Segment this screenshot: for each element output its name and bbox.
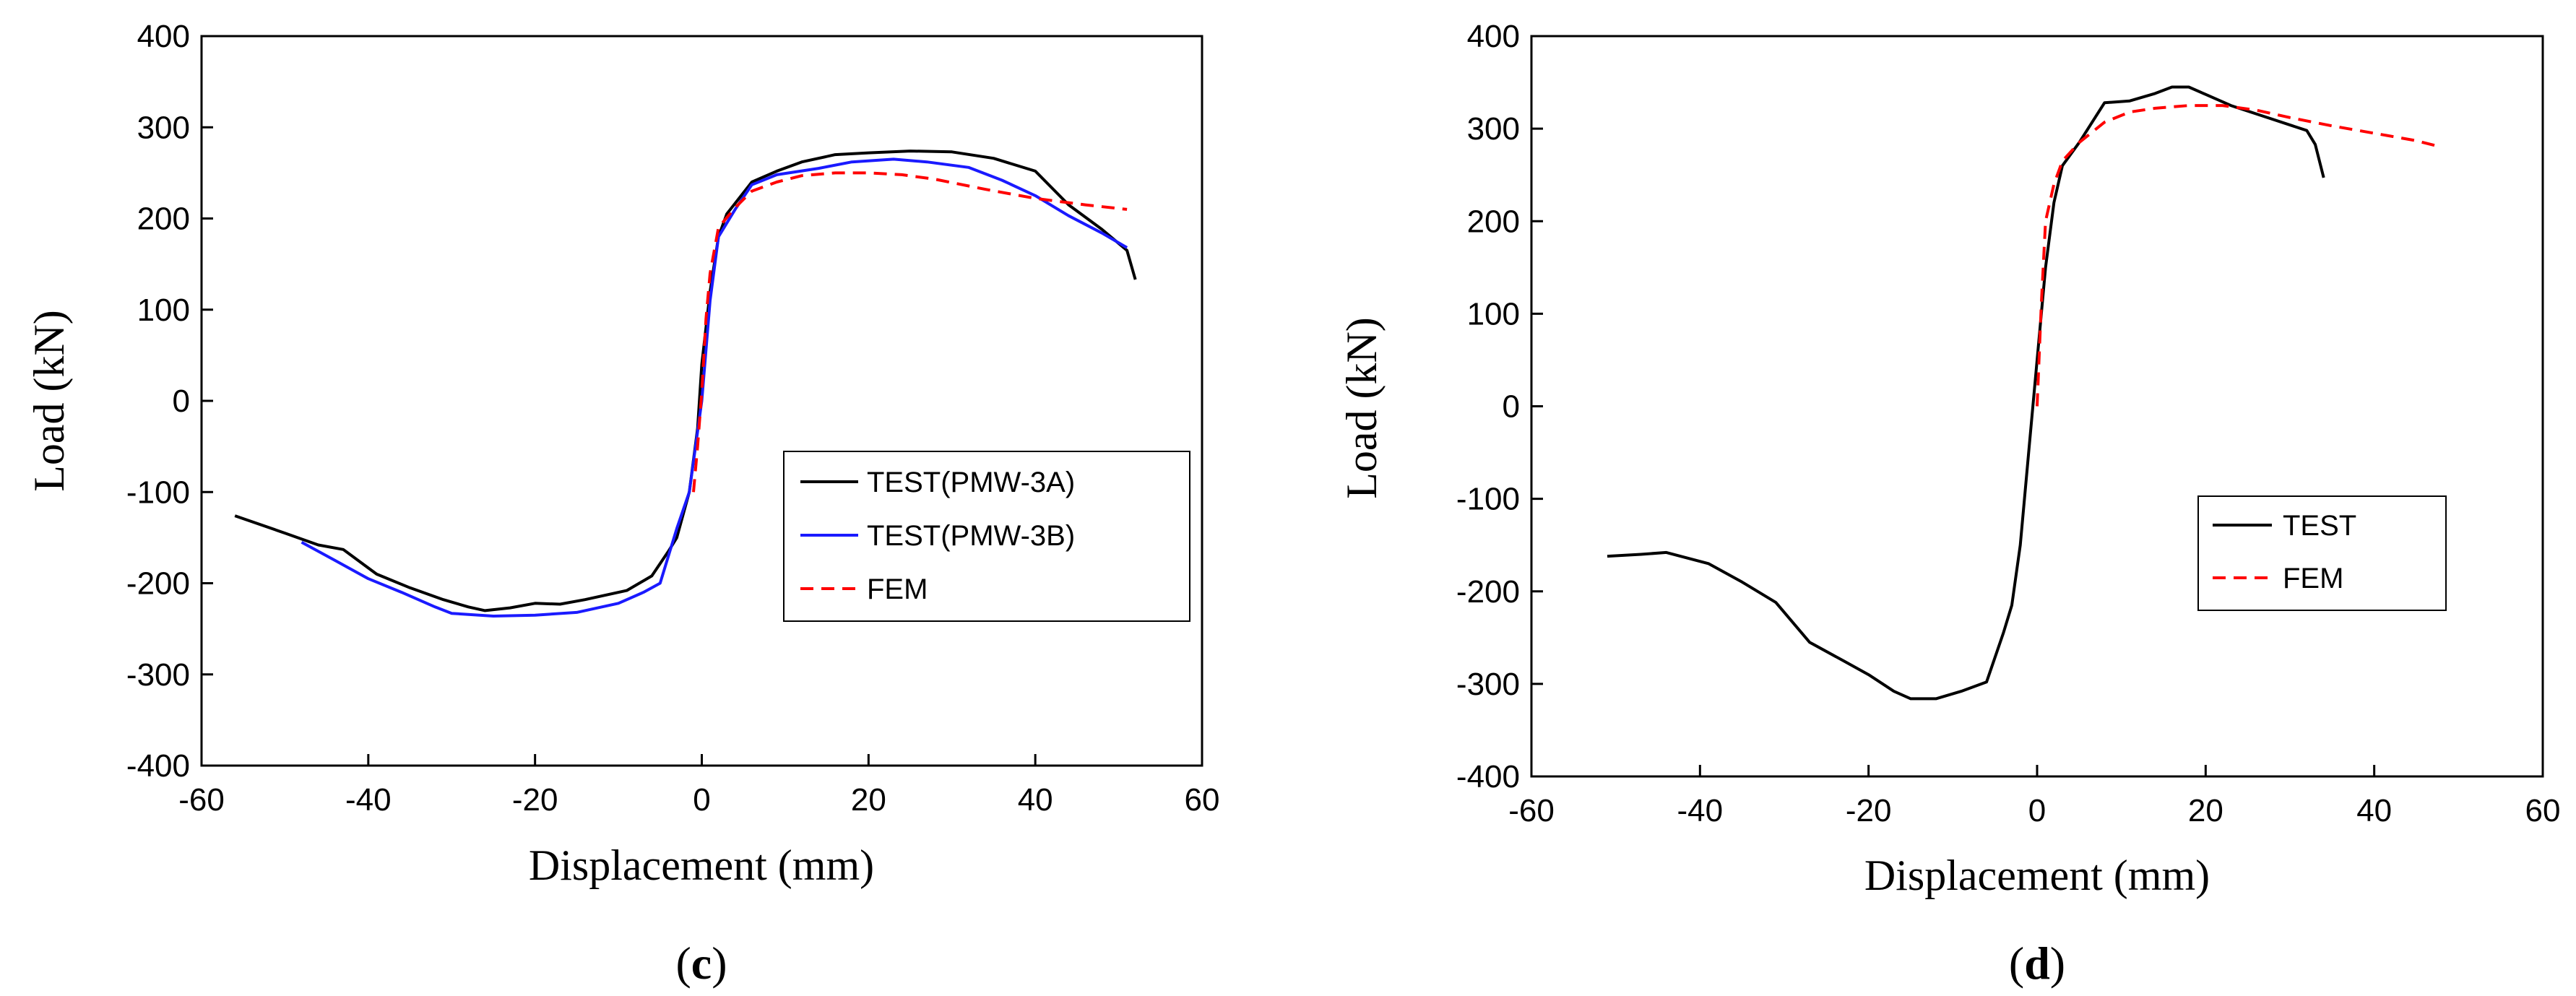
legend-box — [2197, 495, 2447, 611]
panel-caption-letter: c — [691, 937, 712, 989]
x-tick-label: -40 — [345, 782, 392, 818]
x-tick-label: -40 — [1677, 793, 1724, 828]
y-tick-label: -100 — [1456, 482, 1520, 517]
legend-label-1: TEST(PMW-3B) — [867, 520, 1075, 552]
plot-area — [1607, 85, 2442, 701]
x-tick-label: 40 — [2356, 793, 2392, 828]
y-tick-label: 200 — [1467, 204, 1520, 239]
series-line-fem — [692, 171, 1128, 493]
ticks — [1530, 35, 2544, 778]
legend-label-2: FEM — [867, 573, 928, 605]
x-tick-label: 40 — [1018, 782, 1053, 818]
x-tick-label: 60 — [1185, 782, 1220, 818]
y-tick-label: -100 — [126, 475, 190, 510]
x-tick-label: -20 — [512, 782, 558, 818]
y-tick-label: 300 — [1467, 111, 1520, 147]
panel-d: -60 -40 -20 0 20 40 60-400-300-200-10001002003… — [1338, 19, 2560, 989]
x-tick-label: -60 — [178, 782, 225, 818]
x-axis-title: Displacement (mm) — [1864, 852, 2210, 899]
y-tick-label: 100 — [137, 293, 190, 328]
x-tick-label: 0 — [693, 782, 710, 818]
series-line-fem — [2036, 104, 2442, 407]
y-tick-label: 400 — [137, 19, 190, 54]
panel-caption: (d) — [2009, 937, 2065, 989]
x-tick-label: 20 — [2188, 793, 2223, 828]
y-tick-label: 100 — [1467, 296, 1520, 332]
x-tick-label: 20 — [851, 782, 886, 818]
y-tick-label: 400 — [1467, 19, 1520, 54]
ticks — [200, 35, 1203, 767]
y-axis-title: Load (kN) — [25, 310, 73, 492]
y-tick-label: 0 — [1503, 389, 1520, 425]
tick-labels: -60 -40 -20 0 20 40 60-400-300-200-10001002003… — [1456, 19, 2561, 828]
x-tick-label: -60 — [1508, 793, 1555, 828]
series-line-test-pmw-3b — [301, 157, 1128, 618]
legend-label-0: TEST — [2283, 510, 2356, 542]
legend: TEST(PMW-3A) TEST(PMW-3B) FEM — [783, 451, 1190, 622]
y-tick-label: 0 — [173, 384, 190, 419]
y-tick-label: -400 — [126, 748, 190, 784]
legend-label-1: FEM — [2283, 563, 2343, 594]
x-axis-title: Displacement (mm) — [529, 841, 874, 889]
panel-caption-letter: d — [2024, 937, 2050, 989]
x-tick-label: 60 — [2525, 793, 2561, 828]
x-tick-label: 0 — [2028, 793, 2046, 828]
legend-label-0: TEST(PMW-3A) — [867, 467, 1075, 498]
legend: TEST FEM — [2197, 495, 2447, 611]
panel-c: -60 -40 -20 0 20 40 60-400-300-200-10001002003… — [25, 19, 1219, 989]
y-tick-label: -300 — [126, 657, 190, 693]
plot-area — [234, 150, 1137, 618]
y-axis-title: Load (kN) — [1338, 317, 1386, 499]
panel-caption: (c) — [675, 937, 727, 989]
x-tick-label: -20 — [1846, 793, 1892, 828]
y-tick-label: 300 — [137, 110, 190, 145]
y-tick-label: -200 — [126, 566, 190, 602]
y-tick-label: -400 — [1456, 759, 1520, 794]
y-tick-label: -300 — [1456, 667, 1520, 702]
tick-labels: -60 -40 -20 0 20 40 60-400-300-200-10001002003… — [126, 19, 1220, 818]
y-tick-label: 200 — [137, 202, 190, 237]
y-tick-label: -200 — [1456, 574, 1520, 610]
series-line-test — [1607, 85, 2325, 701]
